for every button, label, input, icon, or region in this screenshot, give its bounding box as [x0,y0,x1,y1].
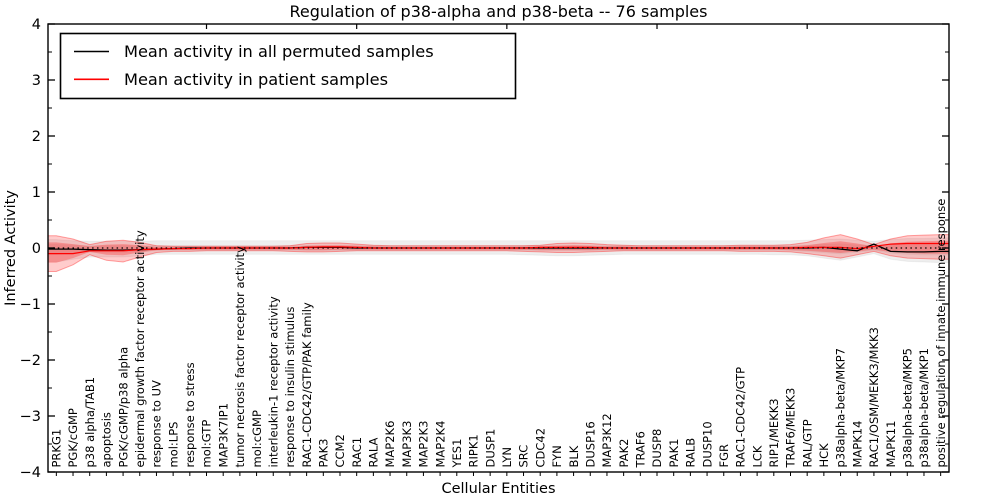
category-label: PRKG1 [50,429,64,468]
category-label: PAK1 [667,439,681,468]
category-label: DUSP10 [700,421,714,467]
category-label: LYN [500,447,514,468]
category-label: tumor necrosis factor receptor activity [233,246,247,468]
category-label: FYN [550,445,564,467]
category-label: TRAF6/MEKK3 [784,388,798,469]
category-label: MAPK11 [884,421,898,468]
legend-box [59,32,517,100]
category-label: response to UV [150,380,164,468]
category-label: FGR [717,444,731,468]
category-label: MAP3K12 [600,413,614,467]
y-tick-label: −1 [20,297,41,313]
category-label: RIP1/MEKK3 [767,398,781,467]
category-label: MAP3K7IP1 [216,403,230,468]
category-label: p38alpha-beta/MKP1 [917,348,931,467]
y-tick-label: −4 [20,465,41,481]
category-label: CCM2 [333,434,347,467]
legend-label-permuted: Mean activity in all permuted samples [124,42,434,61]
category-label: DUSP1 [483,429,497,468]
category-label: mol:GTP [200,420,214,468]
category-label: RAC1/OSM/MEKK3/MKK3 [867,327,881,467]
category-label: RAL/GTP [800,419,814,467]
patient-mean-line [48,242,949,255]
chart-title: Regulation of p38-alpha and p38-beta -- … [290,2,708,21]
category-label: response to stress [183,362,197,467]
y-tick-label: 1 [32,185,41,201]
category-label: SRC [517,445,531,468]
category-label: MAP2K3 [417,421,431,468]
category-label: CDC42 [533,428,547,468]
category-label: MAPK14 [850,421,864,468]
legend-label-patient: Mean activity in patient samples [124,70,388,89]
category-label: DUSP8 [650,429,664,468]
category-label: PGK/cGMP [66,408,80,467]
y-tick-label: −3 [20,409,41,425]
category-label: YES1 [450,439,464,469]
category-label: interleukin-1 receptor activity [266,296,280,467]
category-label: DUSP16 [584,421,598,467]
category-label: LCK [750,445,764,467]
category-label: p38 alpha/TAB1 [83,377,97,468]
category-label: TRAF6 [634,431,648,468]
category-label: RAC1-CDC42/GTP [734,367,748,468]
category-label: PGK/cGMP/p38 alpha [116,347,130,468]
category-label: response to insulin stimulus [283,307,297,468]
y-tick-label: −2 [20,353,41,369]
category-label: MAP2K4 [433,421,447,468]
y-tick-label: 0 [32,241,41,257]
category-label: p38alpha-beta/MKP7 [834,348,848,467]
category-label: apoptosis [100,412,114,467]
y-tick-label: 4 [32,17,41,33]
category-label: RIPK1 [467,434,481,467]
category-label: MAP2K6 [383,421,397,468]
category-label: PAK2 [617,439,631,468]
category-label: PAK3 [317,439,331,468]
y-tick-label: 2 [32,129,41,145]
category-label: mol:cGMP [250,410,264,467]
category-label: BLK [567,445,581,467]
x-axis-label: Cellular Entities [441,481,555,497]
category-label: mol:LPS [166,422,180,468]
category-label: RAC1-CDC42/GTP/PAK family [300,302,314,467]
category-label: RAC1 [350,437,364,468]
category-label: p38alpha-beta/MKP5 [901,348,915,467]
y-tick-label: 3 [32,73,41,89]
category-label: HCK [817,443,831,468]
category-label: RALA [367,437,381,467]
category-label: positive regulation of innate immune res… [934,199,948,468]
category-label: MAP3K3 [400,421,414,468]
category-label: epidermal growth factor receptor activit… [133,230,147,467]
category-label: RALB [684,438,698,468]
permuted-band-inner-band [48,243,949,256]
y-axis-label: Inferred Activity [3,190,19,306]
